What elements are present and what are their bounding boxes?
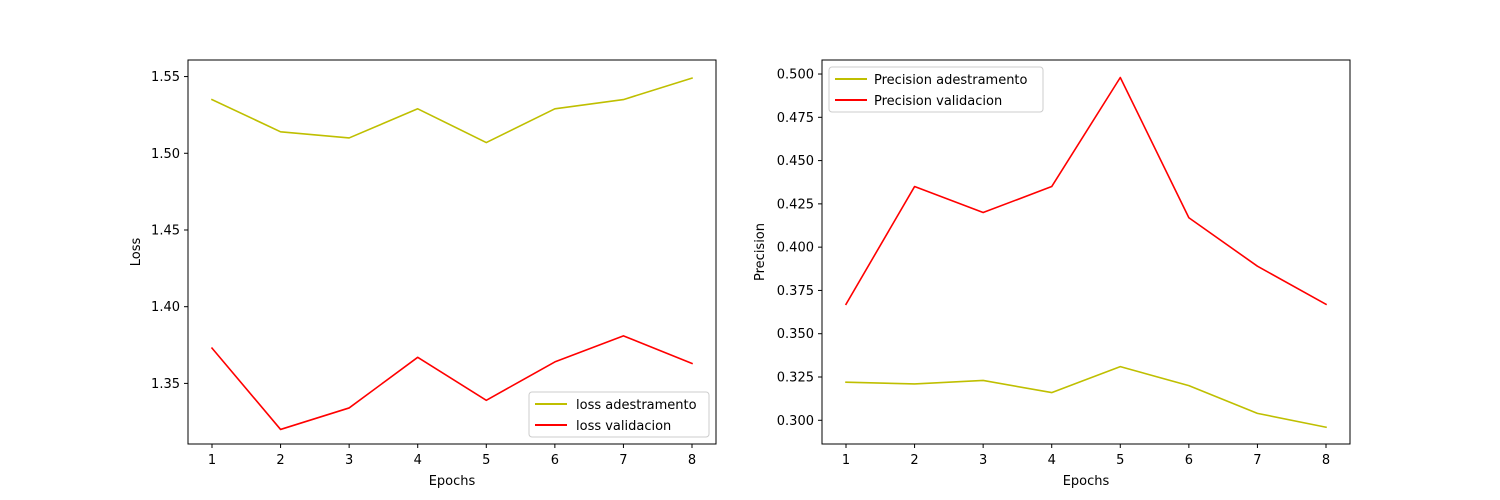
loss-x-tick-label: 5	[482, 453, 490, 468]
loss-x-axis-label: Epochs	[429, 474, 476, 489]
precision-x-tick-label: 7	[1253, 453, 1261, 468]
precision-y-tick-label: 0.475	[777, 111, 814, 126]
loss-x-tick-label: 1	[208, 453, 216, 468]
precision-x-tick-label: 8	[1322, 453, 1330, 468]
loss-x-tick-label: 4	[414, 453, 422, 468]
loss-y-tick-label: 1.40	[151, 300, 180, 315]
loss-train-line	[210, 77, 694, 144]
loss-chart: 1 2 3 4 5 6 7 8 1.35 1.40 1.45 1.50 1.55 Epochs Los…	[129, 59, 717, 489]
precision-x-tick-label: 5	[1116, 453, 1124, 468]
precision-y-tick-label: 0.425	[777, 197, 814, 212]
loss-x-ticks: 1 2 3 4 5 6 7 8	[208, 444, 696, 468]
precision-y-tick-label: 0.350	[777, 327, 814, 342]
precision-y-tick-label: 0.325	[777, 370, 814, 385]
precision-legend: Precision adestramento Precision validac…	[828, 66, 1044, 113]
precision-legend-label-train: Precision adestramento	[874, 73, 1028, 88]
loss-y-ticks: 1.35 1.40 1.45 1.50 1.55	[151, 70, 188, 392]
loss-x-tick-label: 3	[345, 453, 353, 468]
loss-x-tick-label: 8	[688, 453, 696, 468]
precision-train-line	[845, 365, 1327, 429]
loss-y-tick-label: 1.50	[151, 147, 180, 162]
loss-legend: loss adestramento loss validacion	[528, 391, 710, 438]
precision-y-tick-label: 0.375	[777, 284, 814, 299]
precision-y-axis-label: Precision	[753, 223, 768, 281]
loss-plot-frame	[187, 59, 717, 445]
precision-x-axis-label: Epochs	[1063, 474, 1110, 489]
loss-legend-label-val: loss validacion	[576, 419, 671, 434]
precision-series-lines	[844, 76, 1328, 429]
precision-x-tick-label: 4	[1048, 453, 1056, 468]
precision-y-tick-label: 0.450	[777, 154, 814, 169]
loss-series-lines	[210, 77, 694, 431]
loss-y-tick-label: 1.35	[151, 377, 180, 392]
precision-y-ticks: 0.300 0.325 0.350 0.375 0.400 0.425 0.450 0.475…	[777, 68, 822, 429]
precision-y-tick-label: 0.300	[777, 414, 814, 429]
precision-plot-frame	[821, 59, 1351, 445]
precision-legend-box	[828, 66, 1044, 113]
precision-y-tick-label: 0.500	[777, 68, 814, 83]
loss-y-tick-label: 1.45	[151, 223, 180, 238]
loss-y-axis-label: Loss	[129, 238, 144, 267]
precision-x-tick-label: 3	[979, 453, 987, 468]
precision-x-tick-label: 2	[910, 453, 918, 468]
loss-val-line	[210, 335, 694, 431]
loss-legend-label-train: loss adestramento	[576, 398, 697, 413]
precision-x-tick-label: 1	[842, 453, 850, 468]
loss-legend-box	[528, 391, 710, 438]
loss-x-tick-label: 7	[619, 453, 627, 468]
precision-y-tick-label: 0.400	[777, 241, 814, 256]
precision-legend-label-val: Precision validacion	[874, 94, 1002, 109]
loss-x-tick-label: 2	[276, 453, 284, 468]
loss-x-tick-label: 6	[551, 453, 559, 468]
precision-val-line	[844, 76, 1328, 306]
loss-y-tick-label: 1.55	[151, 70, 180, 85]
precision-x-ticks: 1 2 3 4 5 6 7 8	[842, 444, 1330, 468]
precision-x-tick-label: 6	[1185, 453, 1193, 468]
